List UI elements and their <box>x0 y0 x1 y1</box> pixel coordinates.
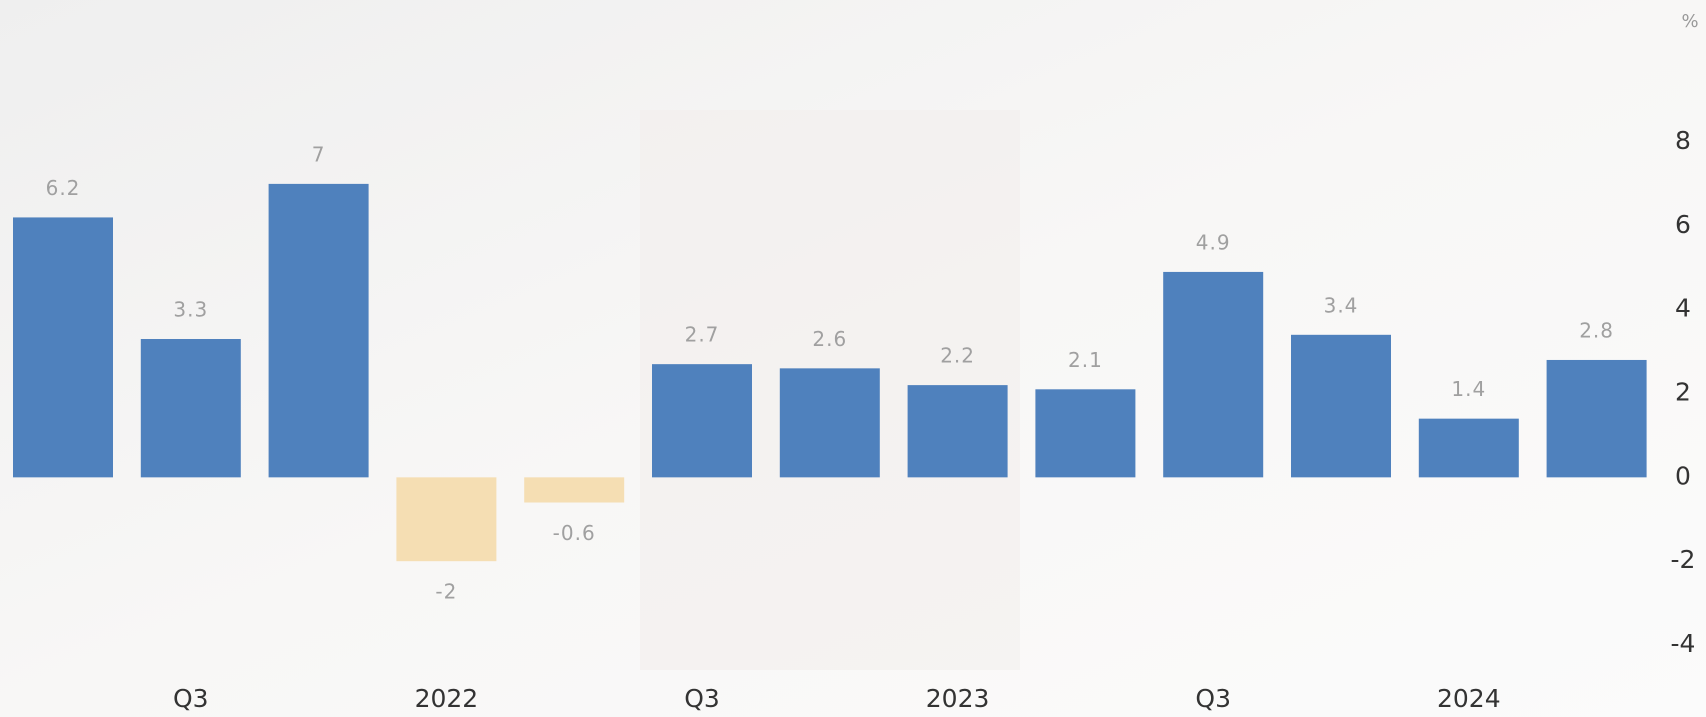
value-label: -2 <box>435 580 457 604</box>
y-tick-label: 6 <box>1675 210 1691 239</box>
value-label: 2.2 <box>940 344 975 368</box>
bar <box>396 477 497 562</box>
unit-label: % <box>1681 11 1698 32</box>
y-tick-label: 2 <box>1675 378 1691 407</box>
value-label: -0.6 <box>553 521 596 545</box>
bar <box>268 183 369 478</box>
value-label: 3.4 <box>1324 293 1359 317</box>
value-label: 2.7 <box>685 323 720 347</box>
y-tick-label: 8 <box>1675 126 1691 155</box>
y-tick-label: 4 <box>1675 294 1691 323</box>
value-label: 4.9 <box>1196 230 1231 254</box>
bar <box>1418 418 1519 478</box>
bar <box>524 477 625 503</box>
y-tick-label: -4 <box>1671 629 1696 658</box>
x-tick-label: Q3 <box>684 684 720 713</box>
value-label: 1.4 <box>1451 377 1486 401</box>
bar <box>779 368 880 478</box>
value-label: 2.6 <box>812 327 847 351</box>
bar <box>907 385 1008 478</box>
bar <box>1546 359 1647 478</box>
bar <box>1163 271 1264 478</box>
x-tick-label: 2024 <box>1437 684 1501 713</box>
value-label: 2.8 <box>1579 318 1614 342</box>
value-label: 3.3 <box>173 298 208 322</box>
bar <box>13 217 113 478</box>
x-tick-label: Q3 <box>1195 684 1231 713</box>
bar <box>1035 389 1136 478</box>
y-tick-label: 0 <box>1675 461 1691 490</box>
y-tick-label: -2 <box>1671 545 1696 574</box>
value-label: 2.1 <box>1068 348 1103 372</box>
bar <box>140 339 241 478</box>
bar <box>652 364 752 478</box>
x-tick-label: 2023 <box>926 684 990 713</box>
value-label: 6.2 <box>46 176 81 200</box>
x-tick-label: Q3 <box>173 684 209 713</box>
value-label: 7 <box>312 142 326 166</box>
x-tick-label: 2022 <box>415 684 479 713</box>
bar <box>1291 334 1391 478</box>
